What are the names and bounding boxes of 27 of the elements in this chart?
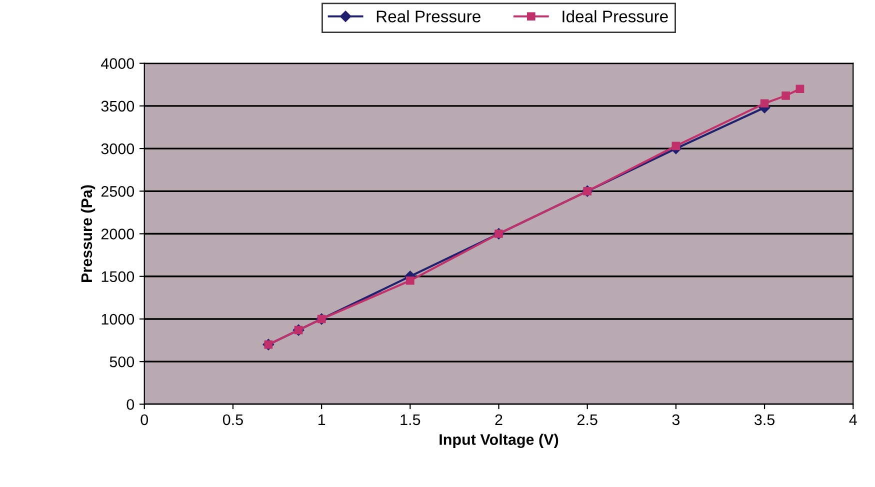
x-tick-label: 3	[672, 414, 680, 426]
y-tick-label: 0	[126, 399, 134, 410]
y-tick-label: 2500	[101, 186, 134, 197]
point	[796, 84, 804, 94]
x-tick-label: 0.5	[222, 414, 243, 426]
x-tick-label: 3.5	[754, 414, 775, 426]
y-axis-title: Pressure (Pa)	[80, 185, 96, 282]
point	[760, 99, 769, 108]
x-axis-title: Input Voltage (V)	[440, 434, 558, 448]
x-tick-label: 2.5	[577, 414, 598, 426]
y-tick-label: 1500	[102, 271, 134, 282]
y-tick-label: 2000	[101, 228, 134, 240]
y-tick-label: 500	[110, 356, 134, 368]
x-tick-label: 0	[140, 414, 148, 426]
point	[406, 276, 414, 285]
x-tick-label: 1.5	[400, 414, 420, 426]
x-tick-label: 1	[318, 414, 326, 426]
y-tick-label: 1000	[102, 314, 134, 325]
y-tick-label: 4000	[101, 58, 134, 69]
legend-label: Ideal Pressure	[562, 10, 668, 22]
point	[672, 142, 680, 150]
point	[782, 92, 790, 100]
x-tick-label: 4	[849, 414, 857, 426]
legend-label: Real Pressure	[376, 10, 480, 22]
y-tick-label: 3500	[101, 100, 134, 112]
y-tick-label: 3000	[101, 143, 134, 154]
x-tick-label: 2	[495, 414, 502, 426]
